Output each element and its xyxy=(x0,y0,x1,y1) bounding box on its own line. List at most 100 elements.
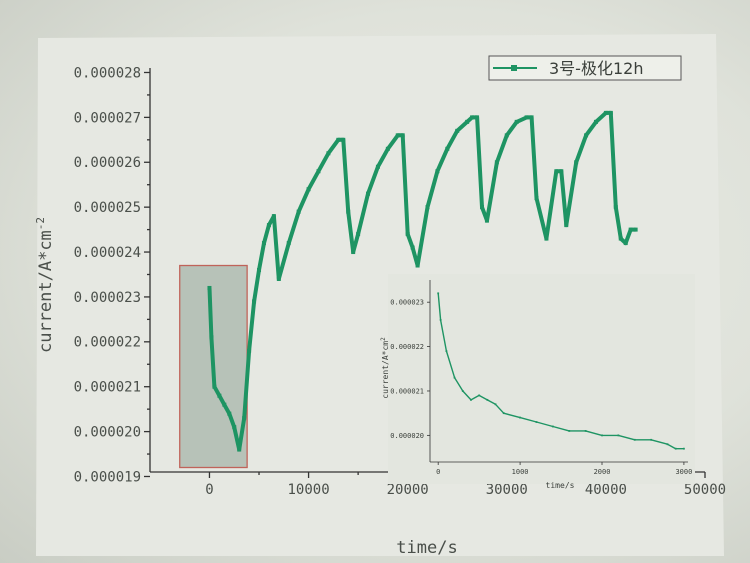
y-axis-title-group: current/A*cm-2 xyxy=(34,217,56,353)
data-point xyxy=(633,227,638,232)
data-point xyxy=(306,187,311,192)
legend: 3号-极化12h xyxy=(488,55,682,81)
inset-data-point xyxy=(445,350,448,352)
y-tick-label: 0.000020 xyxy=(74,425,141,441)
y-tick-label: 0.000026 xyxy=(74,155,141,171)
data-point xyxy=(559,169,564,174)
data-point xyxy=(524,115,529,120)
data-point xyxy=(252,299,257,304)
inset-y-tick-label: 0.000023 xyxy=(390,299,424,307)
data-point xyxy=(207,285,212,290)
inset-data-point xyxy=(470,398,472,401)
data-point xyxy=(316,169,321,174)
main-tick-labels: 0.000019 0.000020 0.000021 0.000022 0.000023… xyxy=(74,65,727,498)
inset-series-line-0 xyxy=(437,293,684,450)
data-point xyxy=(326,151,331,156)
data-point xyxy=(534,196,539,201)
inset-x-tick-label: 1000 xyxy=(512,468,529,476)
y-tick-label: 0.000019 xyxy=(74,469,141,485)
data-point xyxy=(628,227,633,232)
data-point xyxy=(400,133,405,138)
data-point xyxy=(470,115,475,120)
inset-data-point xyxy=(439,319,442,321)
inset-data-point xyxy=(453,376,456,379)
data-point xyxy=(242,416,247,421)
inset-data-point xyxy=(502,412,505,415)
legend-marker-swatch xyxy=(511,65,517,71)
inset-y-tick-label: 0.000022 xyxy=(390,343,424,351)
inset-y-tick-label: 0.000020 xyxy=(390,432,424,440)
inset-x-tick-label: 3000 xyxy=(675,468,692,476)
inset-x-axis-title: time/s xyxy=(546,481,575,490)
data-point xyxy=(366,191,371,196)
inset-axes xyxy=(427,280,688,465)
data-point xyxy=(465,119,470,124)
x-tick-label: 10000 xyxy=(287,482,329,498)
data-point xyxy=(375,164,380,169)
x-tick-label: 20000 xyxy=(387,482,429,498)
data-point xyxy=(271,214,276,219)
inset-data-point xyxy=(617,434,620,437)
inset-data-point xyxy=(535,421,538,423)
inset-y-axis-title-group: current/A*cm2 xyxy=(380,337,390,399)
data-point xyxy=(247,348,252,353)
y-tick-label: 0.000021 xyxy=(74,380,141,396)
data-point xyxy=(593,119,598,124)
inset-y-axis-title: current/A*cm2 xyxy=(380,337,390,399)
inset-data-point xyxy=(568,430,571,432)
data-point xyxy=(261,241,266,246)
y-axis-title: current/A*cm-2 xyxy=(34,217,56,353)
inset-data-point xyxy=(461,390,464,392)
data-point xyxy=(494,160,499,165)
inset-y-tick-label: 0.000021 xyxy=(390,387,424,395)
data-point xyxy=(480,205,485,210)
inset-background xyxy=(388,274,695,484)
inset-data-point xyxy=(683,447,685,450)
main-plot: 0.000019 0.000020 0.000021 0.000022 0.000023… xyxy=(34,55,727,558)
data-point xyxy=(544,236,549,241)
data-point xyxy=(603,110,608,115)
data-point xyxy=(584,133,589,138)
data-point xyxy=(608,110,613,115)
inset-data-point xyxy=(494,403,497,406)
data-point xyxy=(296,209,301,214)
x-tick-label: 30000 xyxy=(486,482,528,498)
data-point xyxy=(504,133,509,138)
data-point xyxy=(212,384,217,389)
data-point xyxy=(266,223,271,228)
data-point xyxy=(425,205,430,210)
data-point xyxy=(410,245,415,250)
data-point xyxy=(405,232,410,237)
x-axis-title: time/s xyxy=(396,538,457,558)
data-point xyxy=(574,160,579,165)
data-point xyxy=(385,146,390,151)
data-point xyxy=(613,205,618,210)
y-tick-label: 0.000028 xyxy=(74,65,141,81)
data-point xyxy=(554,169,559,174)
data-point xyxy=(336,137,341,142)
y-tick-label: 0.000022 xyxy=(74,335,141,351)
inset-data-point xyxy=(633,438,636,441)
data-point xyxy=(209,335,214,340)
legend-entry-label: 3号-极化12h xyxy=(549,59,643,78)
data-point xyxy=(514,119,519,124)
inset-data-point xyxy=(601,434,603,437)
data-point xyxy=(484,218,489,223)
data-point xyxy=(351,250,356,255)
data-point xyxy=(618,236,623,241)
data-point xyxy=(222,402,227,407)
inset-y-axis-title-main: current/A*cm xyxy=(381,341,390,399)
data-point xyxy=(257,268,262,272)
x-tick-label: 40000 xyxy=(585,482,627,498)
inset-data-point xyxy=(584,430,587,432)
inset-data-point xyxy=(486,398,489,401)
inset-data-point xyxy=(674,447,677,450)
data-point xyxy=(346,209,351,214)
data-point xyxy=(227,411,232,416)
inset-data-point xyxy=(437,292,440,295)
y-tick-label: 0.000025 xyxy=(74,200,141,216)
inset-series-group xyxy=(437,292,685,450)
data-point xyxy=(232,425,237,430)
